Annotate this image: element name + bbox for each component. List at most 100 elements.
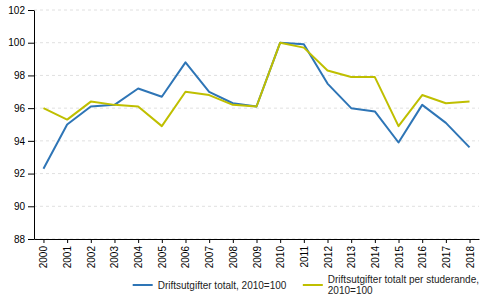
y-axis-line: [34, 11, 35, 240]
x-tick-label: 2014: [370, 246, 381, 269]
x-tick: 2008: [228, 239, 239, 268]
x-axis: 2000 2001 2002 2003 2004 2005 2006 2007 2008 2009…: [35, 239, 480, 268]
y-tick-mark: [28, 108, 34, 109]
x-tick: 2015: [394, 239, 405, 268]
x-tick-mark: [399, 239, 400, 243]
x-tick-mark: [351, 239, 352, 243]
y-tick-label: 90: [14, 201, 26, 212]
x-tick-mark: [138, 239, 139, 243]
x-tick: 2000: [38, 239, 49, 268]
x-tick: 2004: [133, 239, 144, 268]
x-tick: 2005: [157, 239, 168, 268]
y-tick: 102: [8, 5, 34, 16]
grid-line: [34, 206, 479, 207]
x-tick-mark: [304, 239, 305, 243]
x-tick-label: 2011: [299, 246, 310, 268]
grid-line: [34, 173, 479, 174]
y-tick-mark: [28, 10, 34, 11]
x-tick: 2014: [370, 239, 381, 268]
series-line: [43, 43, 469, 169]
x-tick: 2010: [275, 239, 286, 268]
x-tick-label: 2015: [394, 246, 405, 269]
legend-swatch: [133, 284, 153, 286]
x-tick: 2009: [252, 239, 263, 268]
legend-swatch: [303, 284, 323, 286]
x-tick-label: 2005: [157, 246, 168, 269]
x-tick-mark: [422, 239, 423, 243]
y-tick-mark: [28, 206, 34, 207]
lines: [43, 43, 469, 169]
x-tick-label: 2016: [417, 246, 428, 269]
x-tick-mark: [185, 239, 186, 243]
y-tick: 92: [14, 168, 34, 179]
x-tick: 2007: [204, 239, 215, 268]
y-tick: 90: [14, 201, 34, 212]
x-tick-mark: [280, 239, 281, 243]
x-tick-mark: [162, 239, 163, 243]
y-tick-mark: [28, 174, 34, 175]
y-tick-label: 100: [8, 37, 25, 48]
x-tick-mark: [209, 239, 210, 243]
grid-line: [34, 10, 479, 11]
x-tick-mark: [328, 239, 329, 243]
legend-item: Driftsutgifter totalt per studerande,201…: [303, 274, 479, 296]
x-tick-mark: [257, 239, 258, 243]
legend-label: Driftsutgifter totalt per studerande,201…: [328, 274, 479, 296]
legend-label: Driftsutgifter totalt, 2010=100: [158, 280, 287, 291]
x-tick-mark: [470, 239, 471, 243]
y-tick-mark: [28, 43, 34, 44]
x-tick: 2002: [86, 239, 97, 268]
y-tick-mark: [28, 141, 34, 142]
y-axis: 88 90 92 94 96 98 100 102: [8, 5, 34, 245]
x-tick: 2018: [465, 239, 476, 268]
series-line: [43, 43, 469, 126]
y-tick: 88: [14, 234, 34, 245]
x-tick-label: 2002: [86, 246, 97, 269]
grid-line: [34, 75, 479, 76]
legend: Driftsutgifter totalt, 2010=100 Driftsutg…: [133, 274, 479, 296]
y-tick-label: 92: [14, 168, 26, 179]
x-tick-label: 2000: [38, 246, 49, 269]
x-tick-mark: [43, 239, 44, 243]
legend-label-line: Driftsutgifter totalt, 2010=100: [158, 280, 287, 291]
y-tick: 96: [14, 103, 34, 114]
y-tick: 98: [14, 70, 34, 81]
grid-line: [34, 42, 479, 43]
chart-container: 8890929496981001022000200120022003200420…: [0, 0, 493, 303]
legend-item: Driftsutgifter totalt, 2010=100: [133, 280, 287, 291]
x-tick-label: 2013: [346, 246, 357, 269]
x-tick-mark: [67, 239, 68, 243]
x-tick-label: 2009: [252, 246, 263, 269]
x-tick: 2012: [323, 239, 334, 268]
y-tick-mark: [28, 239, 34, 240]
y-tick-label: 102: [8, 5, 25, 16]
x-tick: 2001: [62, 239, 73, 268]
y-tick: 100: [8, 37, 34, 48]
plot-area: 8890929496981001022000200120022003200420…: [8, 5, 479, 269]
x-tick-label: 2018: [465, 246, 476, 269]
y-tick-label: 94: [14, 136, 26, 147]
x-tick-label: 2010: [275, 246, 286, 269]
legend-label-line: Driftsutgifter totalt per studerande,: [328, 274, 479, 285]
x-tick: 2017: [441, 239, 452, 268]
x-tick-mark: [233, 239, 234, 243]
y-tick-label: 98: [14, 70, 26, 81]
x-tick: 2016: [417, 239, 428, 268]
x-tick-mark: [375, 239, 376, 243]
grid: [34, 10, 479, 239]
x-tick-mark: [91, 239, 92, 243]
x-tick: 2006: [180, 239, 191, 268]
x-tick: 2003: [109, 239, 120, 268]
x-tick-label: 2007: [204, 246, 215, 269]
x-tick: 2011: [299, 239, 310, 268]
y-tick: 94: [14, 136, 34, 147]
y-tick-label: 96: [14, 103, 26, 114]
x-tick-label: 2001: [62, 246, 73, 269]
grid-line: [34, 140, 479, 141]
x-tick-label: 2012: [323, 246, 334, 269]
x-tick-label: 2017: [441, 246, 452, 269]
x-tick: 2013: [346, 239, 357, 268]
x-tick-label: 2004: [133, 246, 144, 269]
chart-svg: 8890929496981001022000200120022003200420…: [0, 0, 493, 303]
y-tick-mark: [28, 75, 34, 76]
